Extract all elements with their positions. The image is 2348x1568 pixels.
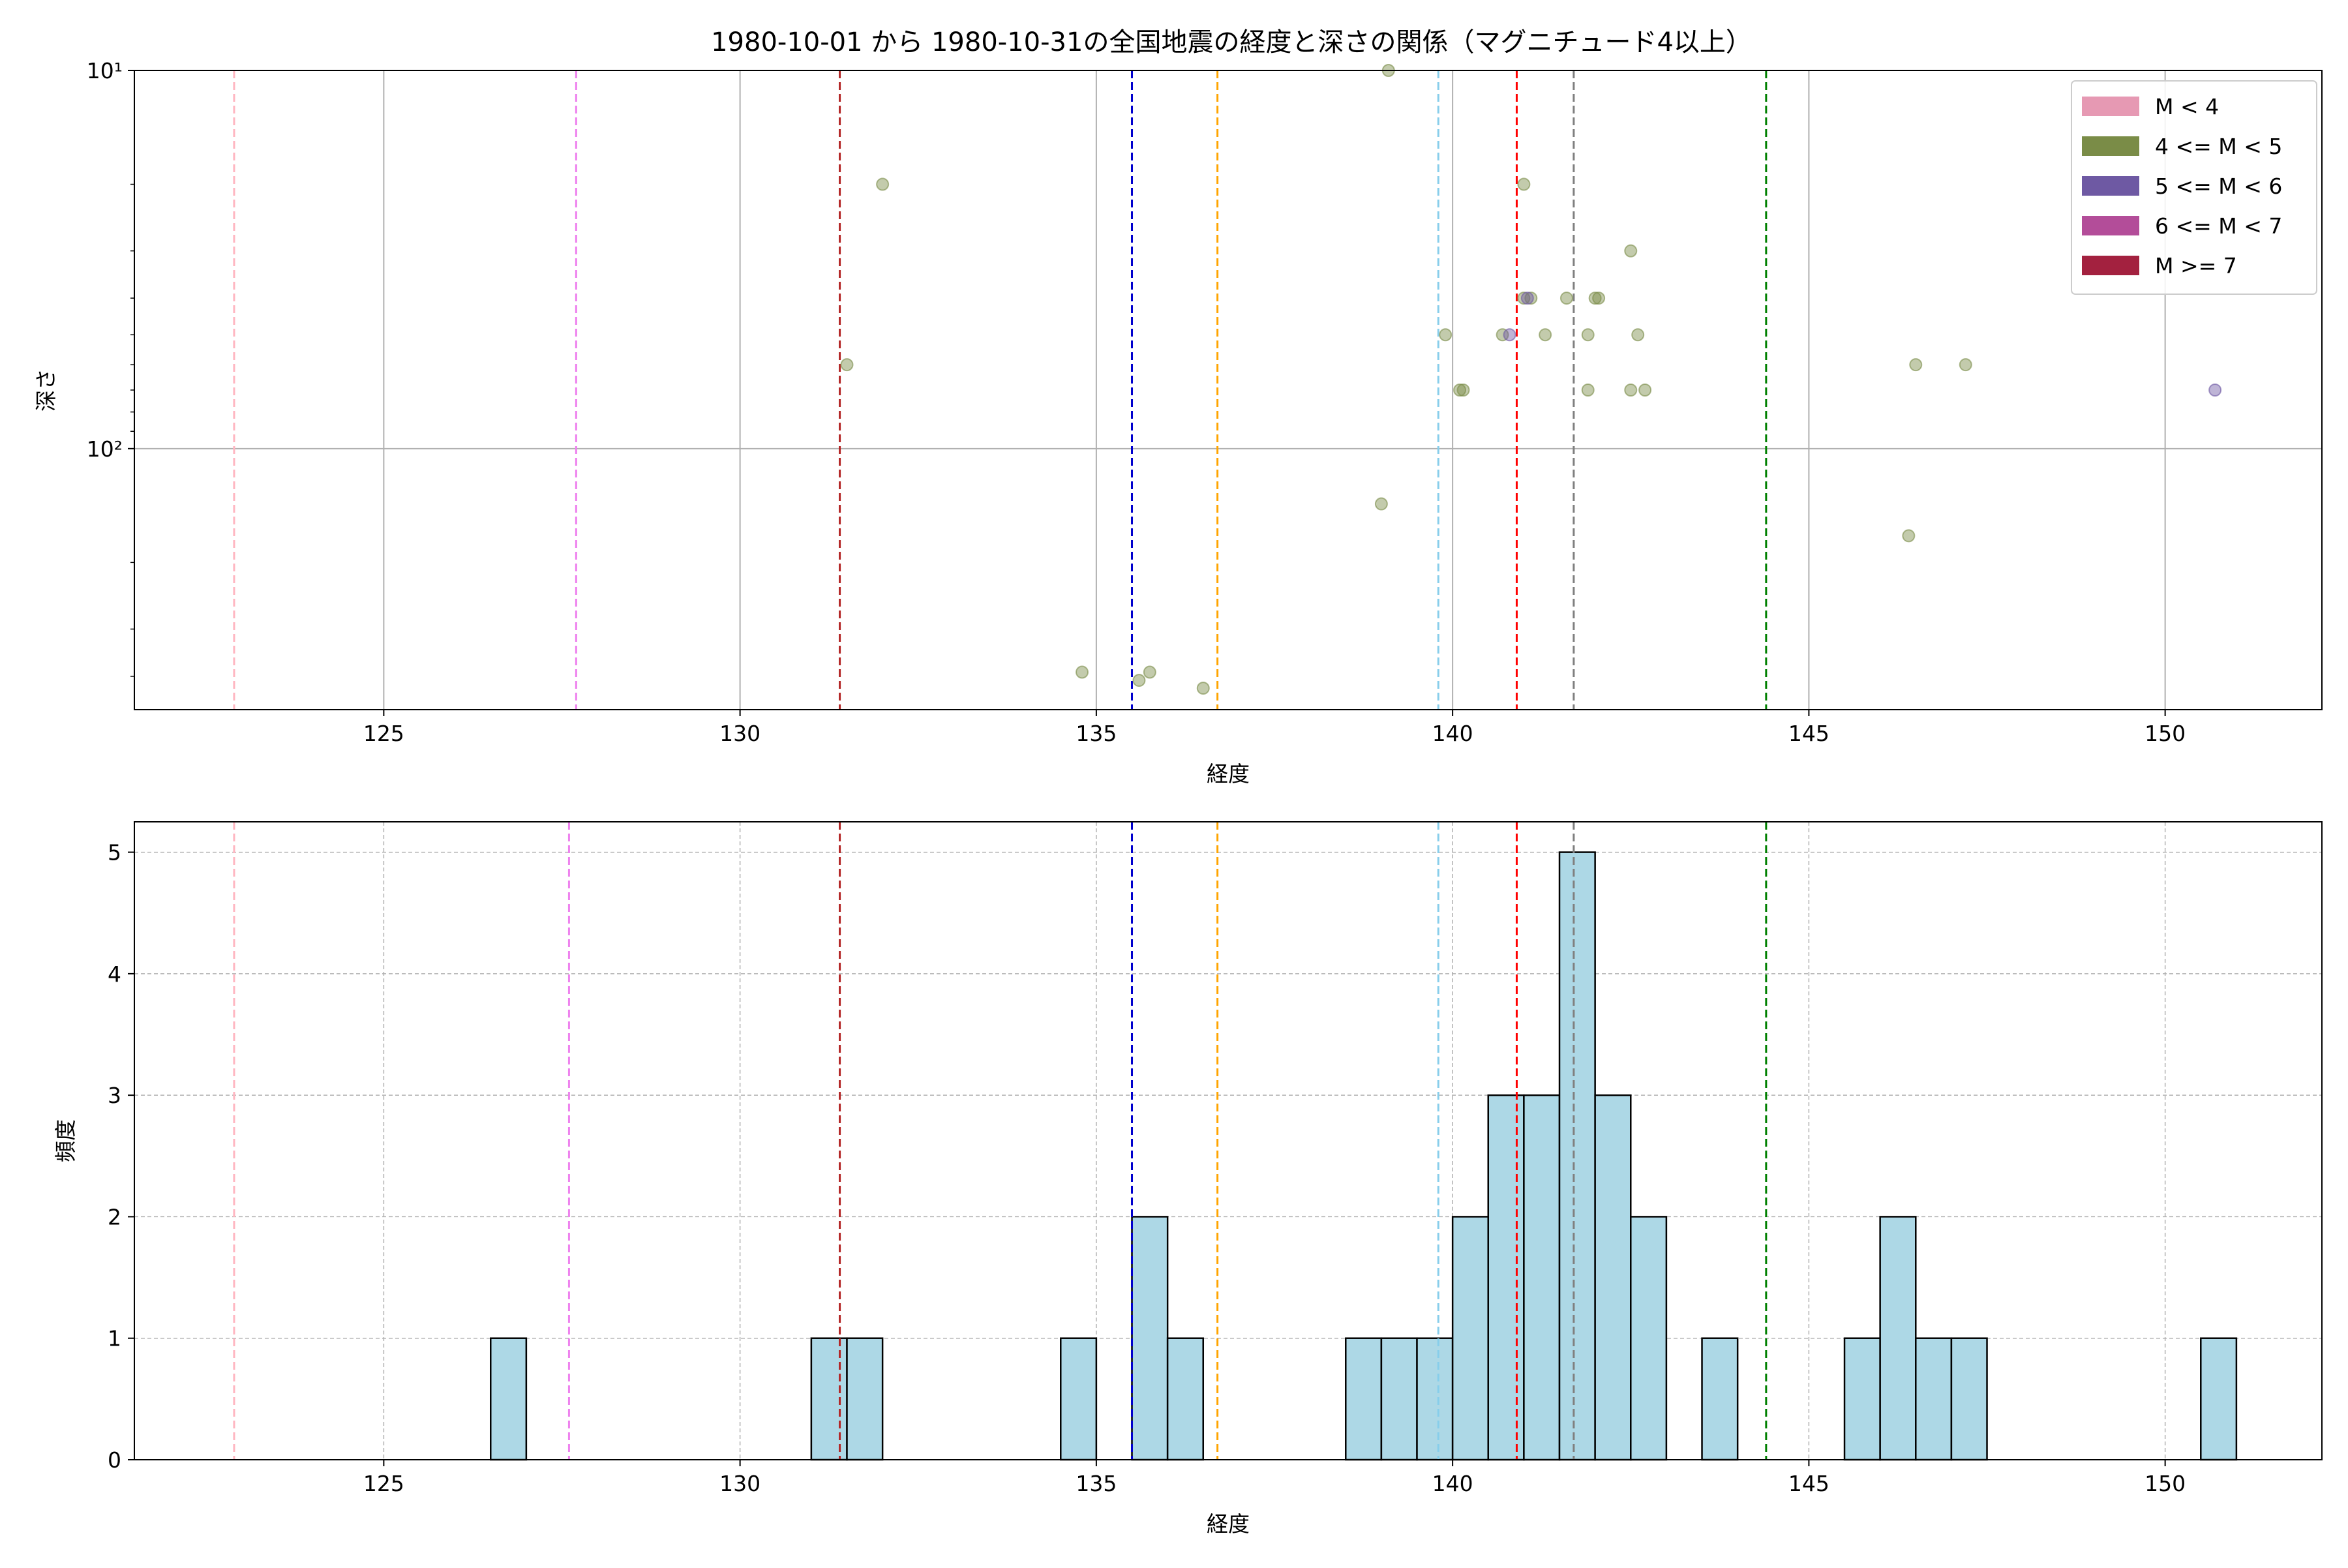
legend-label: 4 <= M < 5 bbox=[2155, 134, 2282, 159]
y-tick-label: 10² bbox=[87, 436, 123, 462]
y-tick-label: 1 bbox=[108, 1326, 121, 1351]
scatter-point bbox=[1196, 682, 1210, 695]
x-axis-label: 経度 bbox=[1207, 1511, 1250, 1537]
scatter-point bbox=[1076, 665, 1089, 679]
histogram-bar bbox=[1380, 1337, 1418, 1461]
legend-label: 5 <= M < 6 bbox=[2155, 173, 2282, 199]
histogram-bar bbox=[846, 1337, 884, 1461]
scatter-point bbox=[1132, 674, 1146, 687]
y-axis-label: 頻度 bbox=[53, 1119, 78, 1162]
y-tick-label: 2 bbox=[108, 1204, 121, 1229]
figure-title: 1980-10-01 から 1980-10-31の全国地震の経度と深さの関係（マ… bbox=[711, 27, 1752, 57]
y-tick-label: 5 bbox=[108, 840, 121, 866]
plot-frame bbox=[134, 70, 2323, 710]
y-tick-label: 3 bbox=[108, 1083, 121, 1108]
legend-swatch bbox=[2082, 176, 2139, 196]
scatter-point bbox=[876, 177, 890, 191]
scatter-point bbox=[1624, 384, 1638, 397]
x-tick-label: 125 bbox=[363, 721, 404, 746]
scatter-point bbox=[1517, 292, 1531, 305]
y-tick-label: 4 bbox=[108, 961, 121, 987]
scatter-point bbox=[1503, 328, 1516, 342]
legend-label: 6 <= M < 7 bbox=[2155, 213, 2282, 239]
scatter-point bbox=[2208, 384, 2222, 397]
histogram-bar bbox=[1594, 1094, 1632, 1461]
x-tick-label: 140 bbox=[1432, 1471, 1473, 1496]
scatter-point bbox=[1496, 328, 1509, 342]
histogram-bar bbox=[1915, 1337, 1953, 1461]
histogram-bar bbox=[1451, 1216, 1490, 1461]
histogram-bar bbox=[1879, 1216, 1917, 1461]
histogram-bar bbox=[1523, 1094, 1561, 1461]
histogram-bar bbox=[2200, 1337, 2238, 1461]
x-tick-label: 125 bbox=[363, 1471, 404, 1496]
x-tick-label: 130 bbox=[719, 721, 760, 746]
histogram-bar bbox=[1630, 1216, 1668, 1461]
scatter-point bbox=[1902, 529, 1916, 543]
scatter-point bbox=[1374, 497, 1388, 511]
scatter-point bbox=[1539, 328, 1552, 342]
scatter-point bbox=[1638, 384, 1652, 397]
histogram-bar bbox=[1131, 1216, 1169, 1461]
scatter-point bbox=[1439, 328, 1452, 342]
x-tick-label: 135 bbox=[1076, 1471, 1117, 1496]
x-axis-label: 経度 bbox=[1207, 761, 1250, 787]
scatter-point bbox=[1143, 665, 1156, 679]
x-tick-label: 150 bbox=[2145, 721, 2186, 746]
histogram-bar bbox=[1166, 1337, 1205, 1461]
scatter-point bbox=[1581, 328, 1595, 342]
legend-box bbox=[2071, 80, 2317, 295]
y-tick-label: 10¹ bbox=[87, 58, 123, 83]
legend-swatch bbox=[2082, 136, 2139, 156]
x-tick-label: 135 bbox=[1076, 721, 1117, 746]
legend-swatch bbox=[2082, 97, 2139, 116]
y-tick-label: 0 bbox=[108, 1447, 121, 1473]
scatter-point bbox=[1456, 384, 1470, 397]
scatter-point bbox=[1517, 177, 1531, 191]
scatter-point bbox=[1588, 292, 1602, 305]
scatter-point bbox=[1559, 292, 1573, 305]
y-axis-label: 深さ bbox=[33, 369, 59, 412]
histogram-bar bbox=[1416, 1337, 1454, 1461]
x-tick-label: 145 bbox=[1788, 721, 1829, 746]
histogram-bar bbox=[490, 1337, 528, 1461]
histogram-bar bbox=[1701, 1337, 1739, 1461]
x-tick-label: 150 bbox=[2145, 1471, 2186, 1496]
scatter-plot: 125 130 135 140 145 150 10¹ 10² 経度 深さ M < 4 4 <= M … bbox=[33, 58, 2323, 787]
legend-swatch bbox=[2082, 216, 2139, 235]
scatter-point bbox=[1524, 292, 1538, 305]
scatter-point bbox=[1520, 292, 1534, 305]
histogram-bar bbox=[1950, 1337, 1988, 1461]
histogram-bar bbox=[810, 1337, 848, 1461]
scatter-point bbox=[1592, 292, 1606, 305]
scatter-point bbox=[1909, 358, 1923, 372]
scatter-point bbox=[1624, 244, 1638, 258]
histogram-bar bbox=[1345, 1337, 1383, 1461]
plot-frame bbox=[134, 821, 2323, 1460]
legend-label: M >= 7 bbox=[2155, 253, 2237, 279]
histogram-bar bbox=[1558, 851, 1596, 1461]
x-tick-label: 145 bbox=[1788, 1471, 1829, 1496]
x-tick-label: 140 bbox=[1432, 721, 1473, 746]
scatter-point bbox=[1453, 384, 1467, 397]
scatter-point bbox=[1959, 358, 1972, 372]
scatter-point bbox=[1581, 384, 1595, 397]
scatter-point bbox=[1631, 328, 1645, 342]
histogram-bar bbox=[1060, 1337, 1098, 1461]
scatter-point bbox=[840, 358, 854, 372]
histogram-plot: 125 130 135 140 145 150 0 1 2 3 4 5 経度 頻度 bbox=[53, 821, 2323, 1537]
x-tick-label: 130 bbox=[719, 1471, 760, 1496]
histogram-bar bbox=[1487, 1094, 1525, 1461]
legend-swatch bbox=[2082, 256, 2139, 275]
histogram-bar bbox=[1843, 1337, 1881, 1461]
legend-label: M < 4 bbox=[2155, 94, 2219, 119]
